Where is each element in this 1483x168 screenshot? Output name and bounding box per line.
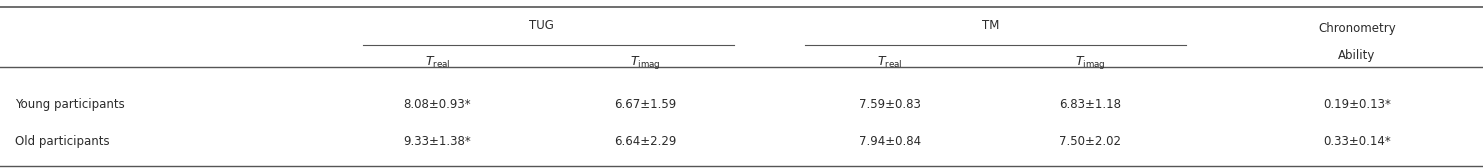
- Text: 0.33±0.14*: 0.33±0.14*: [1323, 135, 1391, 148]
- Text: 6.67±1.59: 6.67±1.59: [614, 98, 676, 111]
- Text: Ability: Ability: [1338, 49, 1376, 62]
- Text: Chronometry: Chronometry: [1318, 22, 1396, 35]
- Text: 7.94±0.84: 7.94±0.84: [859, 135, 921, 148]
- Text: TM: TM: [982, 19, 1000, 32]
- Text: Old participants: Old participants: [15, 135, 110, 148]
- Text: 7.50±2.02: 7.50±2.02: [1059, 135, 1121, 148]
- Text: 8.08±0.93*: 8.08±0.93*: [403, 98, 472, 111]
- Text: 0.19±0.13*: 0.19±0.13*: [1323, 98, 1391, 111]
- Text: Young participants: Young participants: [15, 98, 125, 111]
- Text: 6.64±2.29: 6.64±2.29: [614, 135, 676, 148]
- Text: TUG: TUG: [529, 19, 553, 32]
- Text: $\mathit{T}_{\mathrm{imag}}$: $\mathit{T}_{\mathrm{imag}}$: [630, 54, 660, 71]
- Text: 9.33±1.38*: 9.33±1.38*: [403, 135, 472, 148]
- Text: 6.83±1.18: 6.83±1.18: [1059, 98, 1121, 111]
- Text: 7.59±0.83: 7.59±0.83: [859, 98, 921, 111]
- Text: $\mathit{T}_{\mathrm{imag}}$: $\mathit{T}_{\mathrm{imag}}$: [1075, 54, 1105, 71]
- Text: $\mathit{T}_{\mathrm{real}}$: $\mathit{T}_{\mathrm{real}}$: [876, 55, 903, 70]
- Text: $\mathit{T}_{\mathrm{real}}$: $\mathit{T}_{\mathrm{real}}$: [424, 55, 451, 70]
